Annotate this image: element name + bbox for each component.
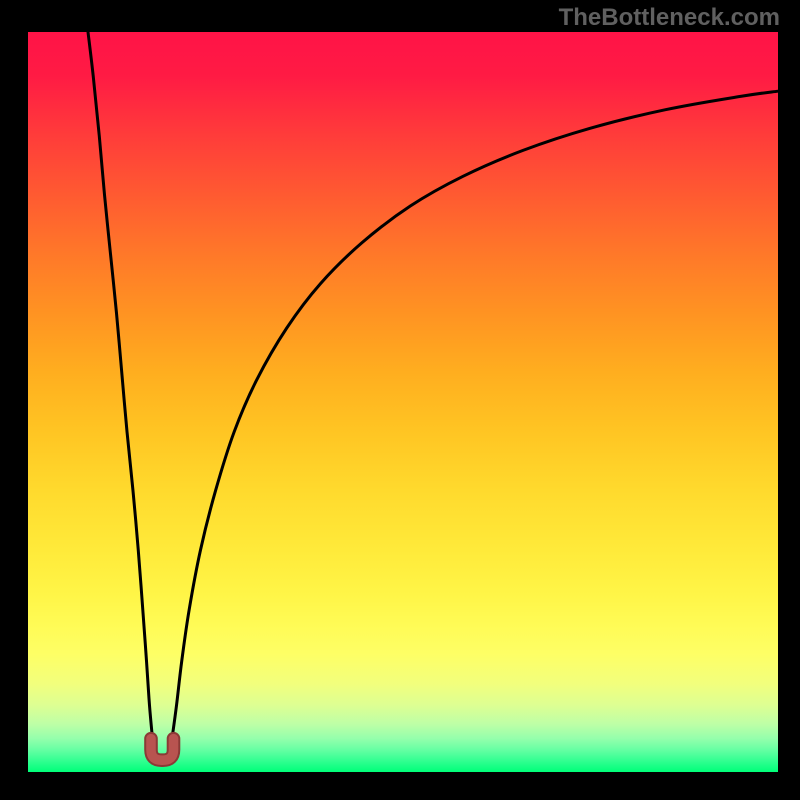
watermark-text: TheBottleneck.com [559,4,780,32]
gradient-background [28,32,778,772]
chart-svg [28,32,778,772]
plot-area [28,32,778,772]
